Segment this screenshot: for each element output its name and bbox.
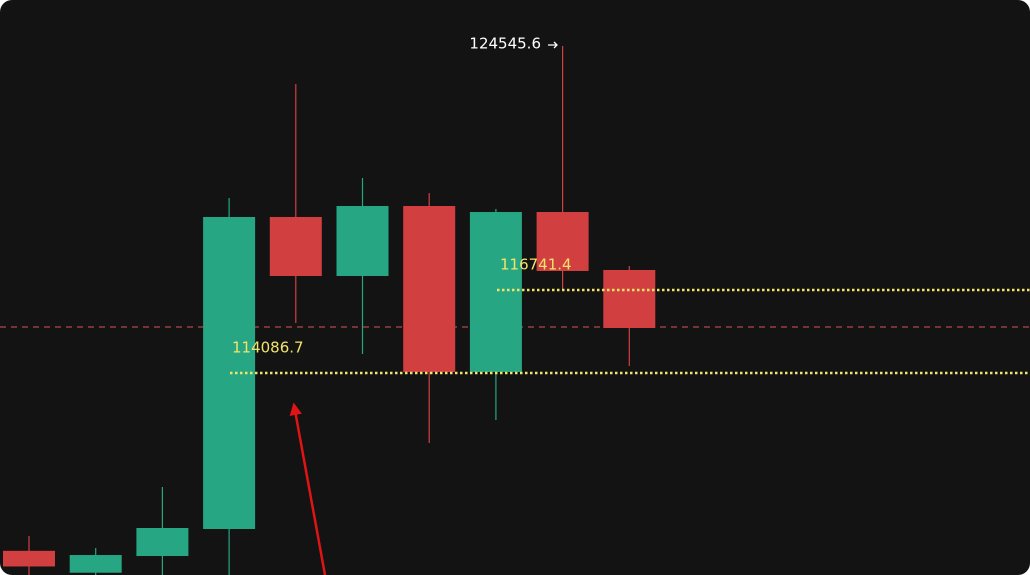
- candle-body: [136, 528, 189, 557]
- candle-body: [403, 206, 456, 372]
- annotation-arrow: [289, 402, 327, 575]
- high-label: 124545.6: [469, 35, 541, 53]
- candle-body: [269, 216, 322, 276]
- high-arrow-icon: [548, 41, 558, 49]
- candle-body: [3, 550, 55, 567]
- candle-body: [469, 212, 522, 372]
- candle-body: [536, 212, 589, 271]
- candle-body: [336, 206, 389, 276]
- candle-body: [69, 555, 122, 573]
- candle-body: [603, 269, 656, 328]
- level-label: 114086.7: [232, 339, 304, 357]
- plot: 116741.4 114086.7: [0, 45, 1030, 575]
- level-label: 116741.4: [500, 255, 572, 273]
